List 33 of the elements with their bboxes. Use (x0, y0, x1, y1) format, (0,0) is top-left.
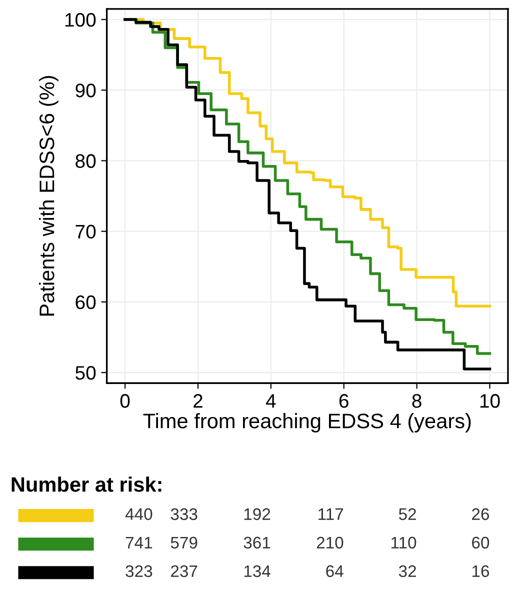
y-tick-label: 80 (76, 154, 96, 168)
y-tick-label: 70 (76, 224, 96, 239)
text: 361 (244, 536, 270, 549)
text: 110 (391, 536, 416, 549)
y-tick-label: 100 (65, 12, 96, 27)
text: 117 (318, 508, 344, 520)
y-axis-title: Patients with EDSS<6 (%) (38, 76, 58, 316)
text: 32 (398, 565, 416, 578)
y-tick-label: 90 (76, 84, 96, 98)
text: 192 (244, 508, 270, 520)
y-tick-label: 50 (76, 366, 96, 380)
text: 52 (398, 508, 416, 520)
text: 741 (126, 536, 152, 548)
text: 64 (326, 565, 344, 578)
text: Number at risk: (12, 476, 162, 492)
text: 323 (126, 565, 152, 578)
text: 440 (125, 508, 152, 520)
x-tick-label: 2 (194, 394, 202, 408)
text: 60 (472, 536, 490, 549)
x-axis-title: Time from reaching EDSS 4 (years) (143, 413, 471, 432)
x-tick-label: 6 (339, 394, 348, 408)
x-tick-label: 10 (480, 394, 500, 408)
x-tick-label: 8 (412, 394, 422, 408)
x-tick-label: 4 (266, 394, 276, 408)
text: 134 (244, 565, 270, 578)
text: 26 (472, 508, 490, 520)
y-tick-label: 60 (76, 295, 96, 310)
text: 16 (472, 565, 490, 578)
text: 333 (170, 508, 198, 520)
text: 579 (170, 536, 198, 549)
text: 237 (171, 565, 198, 578)
x-tick-label: 0 (120, 394, 130, 408)
text: 210 (316, 536, 344, 549)
